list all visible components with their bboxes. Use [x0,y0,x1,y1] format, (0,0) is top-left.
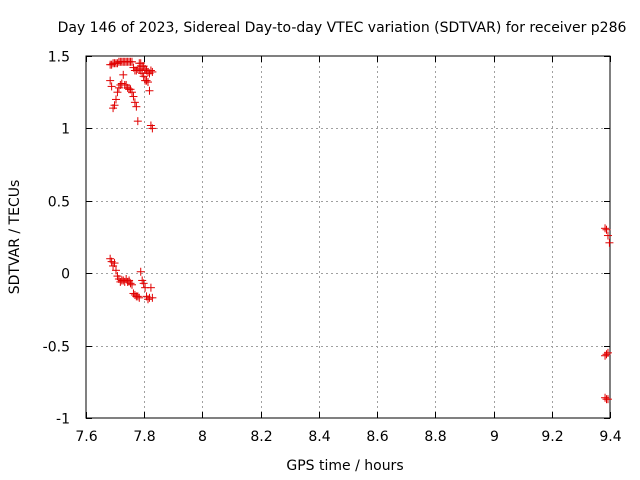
data-point-lower [127,280,136,289]
y-tick-label: 1.5 [48,50,70,66]
data-point-upper [148,67,157,76]
axis-ticks [86,56,611,419]
data-point-late [603,348,612,357]
data-point-upper [146,66,155,75]
grid-lines [86,56,610,418]
data-point-upper [139,72,148,81]
data-point-lower [111,266,120,275]
data-point-lower [148,293,157,302]
data-point-upper [144,78,153,87]
data-point-late [601,224,610,233]
data-point-late [602,225,611,234]
x-tick-label: 8.8 [424,429,446,445]
data-point-upper [148,124,157,133]
data-point-late [603,395,612,404]
data-point-upper [129,92,138,101]
data-point-late [602,350,611,359]
data-point-lower [144,295,153,304]
data-point-upper [107,82,116,91]
data-point-upper [130,98,139,107]
x-tick-labels: 7.6 7.8 8 8.2 8.4 8.6 8.8 9 9.2 9.4 [75,429,621,445]
y-tick-labels: -1 -0.5 0 0.5 1 1.5 [43,50,70,428]
plot-frame [85,55,611,419]
y-tick-label: 1 [61,122,70,138]
data-points [106,57,614,404]
x-tick-label: 9.2 [541,429,563,445]
data-point-upper [119,70,128,79]
x-tick-label: 8 [198,429,207,445]
data-point-lower [126,279,135,288]
chart-title: Day 146 of 2023, Sidereal Day-to-day VTE… [58,20,627,36]
x-axis-title: GPS time / hours [286,458,403,474]
data-point-late [603,231,612,240]
x-tick-label: 7.8 [133,429,155,445]
data-point-lower [139,279,148,288]
y-tick-label: -0.5 [43,340,70,356]
data-point-lower [110,259,119,268]
data-point-late [605,238,614,247]
y-tick-label: 0.5 [48,195,70,211]
data-point-upper [145,86,154,95]
data-point-upper [132,102,141,111]
x-tick-label: 7.6 [75,429,97,445]
data-point-upper [127,57,136,66]
y-axis-title: SDTVAR / TECUs [7,180,23,295]
x-tick-label: 8.6 [366,429,388,445]
data-point-upper [111,95,120,104]
y-tick-label: 0 [61,267,70,283]
data-point-upper [106,76,115,85]
x-tick-label: 9.4 [599,429,621,445]
x-tick-label: 8.4 [308,429,330,445]
data-point-upper [133,117,142,126]
data-point-upper [110,101,119,110]
data-point-upper [142,76,151,85]
x-tick-label: 9 [490,429,499,445]
x-tick-label: 8.2 [250,429,272,445]
y-tick-label: -1 [56,412,70,428]
data-point-upper [127,88,136,97]
data-point-lower [146,283,155,292]
data-point-lower [135,293,144,302]
data-point-lower [133,292,142,301]
data-point-lower [136,267,145,276]
data-point-upper [113,88,122,97]
